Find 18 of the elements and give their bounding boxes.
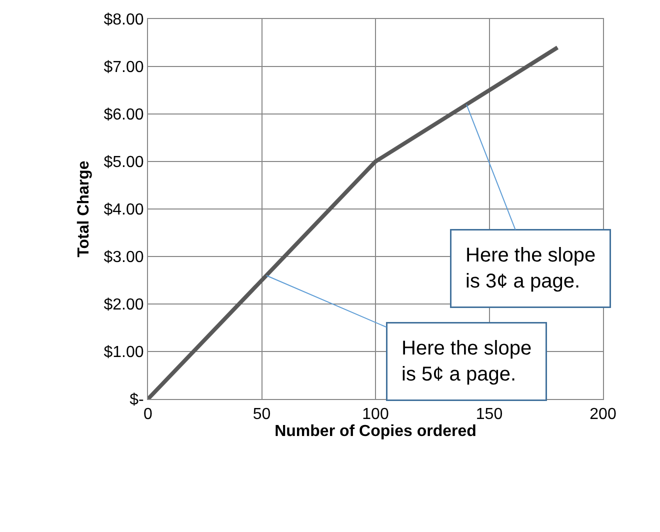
y-tick-label: $1.00 <box>104 344 144 362</box>
x-tick-label: 50 <box>252 406 271 424</box>
y-tick-label: $7.00 <box>104 59 144 76</box>
x-tick-label: 200 <box>590 406 616 424</box>
y-tick-label: $8.00 <box>104 12 144 29</box>
x-tick-label: 0 <box>144 406 153 424</box>
annotation: Here the slope is 3¢ a page. <box>466 244 596 292</box>
y-tick-label: $4.00 <box>104 202 144 219</box>
y-tick-label: $5.00 <box>104 154 144 172</box>
y-tick-label: $2.00 <box>104 296 144 314</box>
annotation: Here the slope is 5¢ a page. <box>402 338 532 386</box>
x-axis-title: Number of Copies ordered <box>274 423 476 440</box>
y-axis-title: Total Charge <box>76 160 93 258</box>
x-tick-label: 150 <box>476 406 503 424</box>
y-tick-label: $3.00 <box>104 249 144 266</box>
y-tick-label: $- <box>130 392 144 409</box>
y-tick-label: $6.00 <box>104 106 144 124</box>
x-tick-label: 100 <box>362 406 389 424</box>
